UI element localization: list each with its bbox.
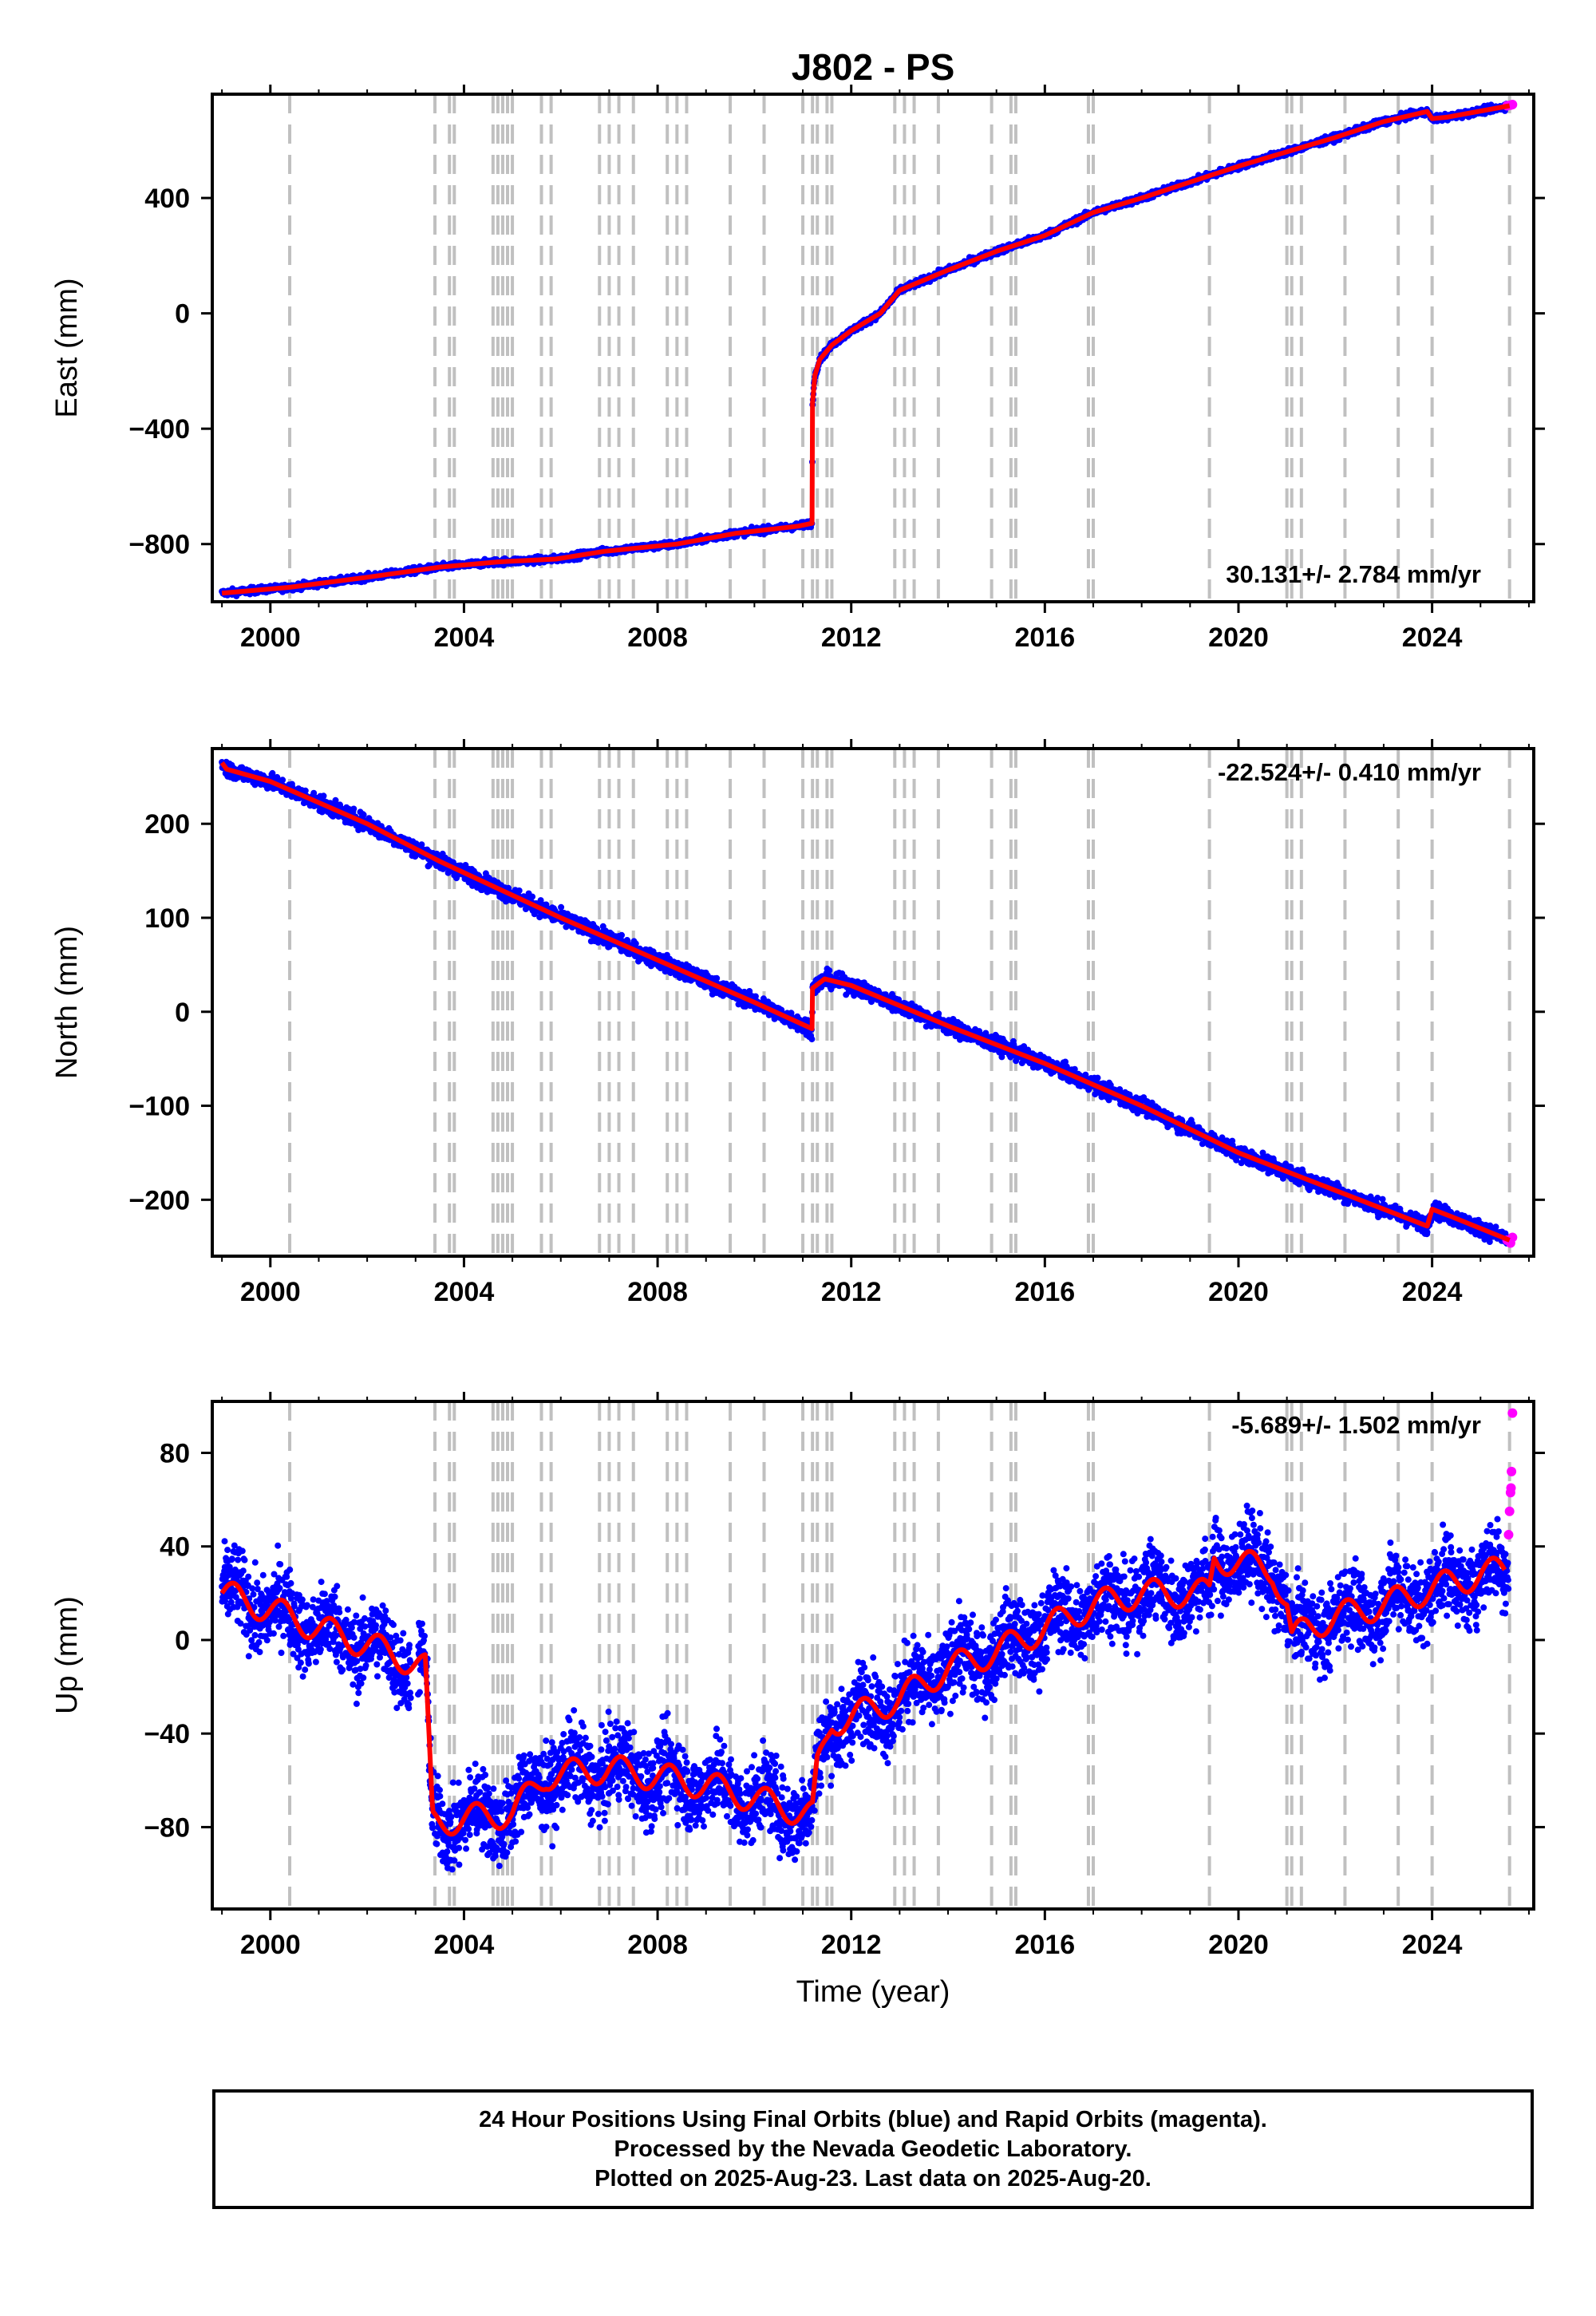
x-tick-label: 2016 [1015, 1277, 1076, 1307]
y-tick-label: −800 [128, 530, 190, 560]
model-trend-line [221, 103, 1511, 596]
x-tick-label: 2000 [240, 1277, 301, 1307]
model-trend-line [219, 761, 1511, 1243]
x-tick-label: 2016 [1015, 1930, 1076, 1960]
rapid-orbit-point [1507, 1232, 1518, 1243]
y-tick-label: −400 [128, 414, 190, 445]
panel-3: 2000 2004 2008 2012 2016 2020 2024 −80 −40 0 40 80 U… [50, 1392, 1545, 2009]
footer-line-3: Plotted on 2025-Aug-23. Last data on 202… [595, 2165, 1152, 2192]
footer-line-2: Processed by the Nevada Geodetic Laborat… [614, 2136, 1132, 2162]
x-tick-label: 2012 [821, 622, 882, 653]
y-tick-label: 400 [144, 184, 190, 214]
x-tick-label: 2004 [434, 622, 495, 653]
x-tick-label: 2000 [240, 1930, 301, 1960]
y-tick-label: 80 [160, 1438, 190, 1468]
model-trend-line [219, 1548, 1507, 1837]
x-axis-label: Time (year) [796, 1975, 950, 2009]
panel-frame [211, 1400, 1535, 1911]
y-tick-label: −40 [144, 1719, 190, 1749]
panel-2: 2000 2004 2008 2012 2016 2020 2024 −200 −100 0 100… [50, 739, 1545, 1307]
rapid-orbit-point [1506, 1483, 1516, 1493]
figure-title: J802 - PS [792, 46, 955, 88]
x-tick-label: 2008 [627, 622, 688, 653]
final-orbit-points [219, 101, 1511, 599]
y-axis-label: East (mm) [50, 278, 84, 417]
y-tick-label: 0 [175, 1626, 190, 1656]
x-tick-label: 2004 [434, 1930, 495, 1960]
velocity-rate-label: -22.524+/- 0.410 mm/yr [1218, 758, 1481, 786]
plot-area [219, 1401, 1518, 1909]
plot-area [219, 749, 1518, 1256]
y-tick-label: −100 [128, 1092, 190, 1122]
y-tick-label: 0 [175, 299, 190, 330]
rapid-orbit-point [1504, 1506, 1515, 1516]
chart-panels: 2000 2004 2008 2012 2016 2020 2024−800−4000400… [50, 85, 1545, 2009]
x-tick-label: 2012 [821, 1930, 882, 1960]
y-tick-label: 0 [175, 998, 190, 1028]
y-tick-label: −200 [128, 1185, 190, 1215]
x-tick-label: 2008 [627, 1277, 688, 1307]
x-tick-label: 2024 [1402, 622, 1463, 653]
x-tick-label: 2004 [434, 1277, 495, 1307]
velocity-rate-label: 30.131+/- 2.784 mm/yr [1226, 560, 1481, 588]
plot-area [219, 94, 1518, 602]
panel-frame [211, 747, 1535, 1258]
x-tick-label: 2020 [1208, 622, 1269, 653]
panel-1: 2000 2004 2008 2012 2016 2020 2024 −800 −400 0 400… [50, 85, 1545, 653]
x-tick-label: 2024 [1402, 1930, 1463, 1960]
x-tick-label: 2016 [1015, 622, 1076, 653]
y-axis-label: North (mm) [50, 926, 84, 1079]
panel-frame [211, 93, 1535, 603]
y-axis-label: Up (mm) [50, 1596, 84, 1714]
x-tick-label: 2020 [1208, 1930, 1269, 1960]
rapid-orbit-point [1503, 1530, 1514, 1540]
x-tick-label: 2024 [1402, 1277, 1463, 1307]
x-tick-label: 2020 [1208, 1277, 1269, 1307]
y-tick-label: 200 [144, 809, 190, 840]
x-tick-label: 2012 [821, 1277, 882, 1307]
x-tick-label: 2000 [240, 622, 301, 653]
x-tick-label: 2008 [627, 1930, 688, 1960]
velocity-rate-label: -5.689+/- 1.502 mm/yr [1231, 1411, 1481, 1439]
rapid-orbit-point [1507, 100, 1518, 110]
rapid-orbit-point [1507, 1466, 1517, 1476]
final-orbit-points [219, 1502, 1512, 1873]
y-tick-label: 100 [144, 903, 190, 934]
final-orbit-points [219, 758, 1511, 1247]
footer-info-box: 24 Hour Positions Using Final Orbits (bl… [212, 2089, 1534, 2209]
footer-line-1: 24 Hour Positions Using Final Orbits (bl… [479, 2106, 1267, 2132]
rapid-orbit-point [1507, 1408, 1518, 1418]
y-tick-label: −80 [144, 1812, 190, 1843]
y-tick-label: 40 [160, 1532, 190, 1563]
